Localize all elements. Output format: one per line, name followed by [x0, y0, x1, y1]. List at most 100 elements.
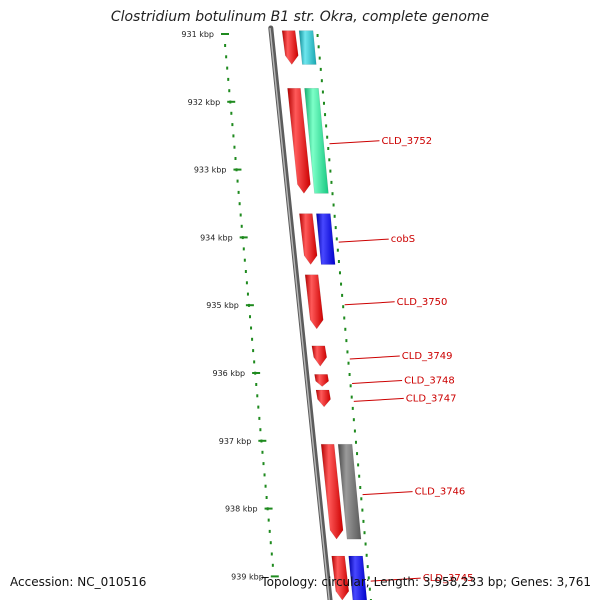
gene-feature[interactable] [315, 389, 331, 408]
gene-label[interactable]: CLD_3748 [404, 375, 455, 386]
gene-label[interactable]: CLD_3749 [402, 351, 453, 362]
outer-dot [321, 90, 324, 94]
outer-dot [317, 45, 320, 49]
ruler-dot [250, 326, 253, 330]
gene-feature[interactable] [287, 87, 311, 194]
genome-summary: Topology: circular; Length: 3,958,233 bp… [261, 575, 591, 589]
outer-dot [361, 508, 364, 512]
ruler-dot [263, 473, 266, 477]
outer-dot [349, 384, 352, 388]
outer-dot [338, 271, 341, 275]
outer-dot [345, 339, 348, 343]
gene-label[interactable]: CLD_3752 [381, 136, 432, 147]
ruler-dot [270, 552, 273, 556]
gene-feature[interactable] [304, 274, 324, 330]
outer-dot [350, 395, 353, 399]
ruler-dot [238, 202, 241, 206]
ruler-dot [226, 66, 229, 70]
gene-feature[interactable] [320, 443, 344, 540]
ruler-tick-label: 935 kbp [206, 301, 239, 310]
gene-label[interactable]: CLD_3745 [423, 573, 474, 584]
outer-dot [366, 565, 369, 569]
outer-dot [331, 192, 334, 196]
ruler-dot [228, 89, 231, 93]
ruler-dot [253, 360, 256, 364]
gene-feature[interactable] [311, 345, 328, 367]
gene-label-leader [352, 379, 403, 384]
gene-label-leader [338, 238, 389, 243]
ruler-ticks: 931 kbp 932 kbp 933 kbp 934 kbp 935 kbp 936 k… [181, 30, 279, 581]
gene-label-leader [329, 140, 380, 145]
gene-label[interactable]: CLD_3750 [397, 297, 448, 308]
gene-label-leader [344, 301, 395, 306]
ruler-dot [225, 55, 228, 59]
outer-dot [333, 214, 336, 218]
ruler-dot [236, 179, 239, 183]
ruler-dot [255, 383, 258, 386]
ruler-dot [256, 394, 259, 398]
outer-dot [325, 124, 328, 128]
outer-dot [353, 429, 356, 433]
outer-dot [335, 237, 338, 241]
outer-dot [344, 327, 347, 331]
outer-dot [356, 452, 359, 456]
ruler-tick-label: 937 kbp [219, 437, 252, 446]
ruler-tick-label: 934 kbp [200, 233, 233, 242]
outer-dot [336, 248, 339, 252]
outer-dot [364, 542, 367, 546]
gene-labels: CLD_3752 cobS CLD_3750 CLD_3749 CLD_3748 CLD_… [329, 136, 473, 584]
outer-dot [319, 67, 322, 71]
ruler-dot [264, 484, 267, 488]
ruler-dot [234, 157, 237, 160]
gene-feature[interactable] [281, 30, 299, 65]
gene-feature[interactable] [314, 374, 329, 387]
gene-feature[interactable] [331, 555, 350, 601]
ruler-dot [244, 270, 247, 273]
ruler-dot [259, 428, 262, 432]
genome-backbone [268, 25, 333, 603]
ruler-tick-label: 931 kbp [181, 30, 214, 39]
outer-dot [362, 519, 365, 523]
ruler-dot [271, 563, 274, 567]
ruler-dot [240, 224, 243, 228]
ruler-dot [242, 247, 245, 251]
ruler-tick-label: 933 kbp [194, 166, 227, 175]
gene-label-leader [353, 397, 404, 402]
gene-features [281, 30, 368, 601]
outer-dot [316, 34, 319, 37]
gene-feature[interactable] [337, 443, 362, 540]
gene-label[interactable]: CLD_3747 [406, 393, 457, 404]
ruler-dot [268, 529, 271, 533]
ruler-dot [267, 518, 270, 522]
outer-dot [357, 463, 360, 467]
outer-dot [358, 474, 361, 478]
outer-dot [328, 158, 331, 162]
ruler-dot [243, 258, 246, 262]
outer-dot [368, 587, 371, 591]
gene-feature[interactable] [316, 213, 336, 265]
gene-label-leader [370, 577, 421, 582]
ruler-dot [252, 349, 255, 353]
ruler-dot [251, 337, 254, 341]
gene-feature[interactable] [298, 30, 317, 65]
outer-dot [365, 553, 368, 557]
outer-dot [363, 531, 366, 535]
gene-label[interactable]: cobS [391, 234, 415, 245]
ruler-dot [258, 416, 261, 420]
ruler-tick-label: 939 kbp [231, 572, 264, 581]
outer-dot [351, 406, 354, 410]
gene-feature[interactable] [299, 213, 318, 265]
ruler-dot [239, 213, 242, 217]
gene-label[interactable]: CLD_3746 [415, 487, 466, 498]
outer-dot [342, 305, 345, 309]
gene-feature[interactable] [304, 87, 329, 194]
outer-dot [327, 147, 330, 150]
ruler-dot [230, 111, 233, 115]
outer-track-dots [316, 34, 372, 602]
ruler-dot [245, 281, 248, 285]
backbone-highlight [269, 27, 330, 601]
ruler-tick-label: 938 kbp [225, 505, 258, 514]
map-title: Clostridium botulinum B1 str. Okra, comp… [110, 9, 490, 25]
